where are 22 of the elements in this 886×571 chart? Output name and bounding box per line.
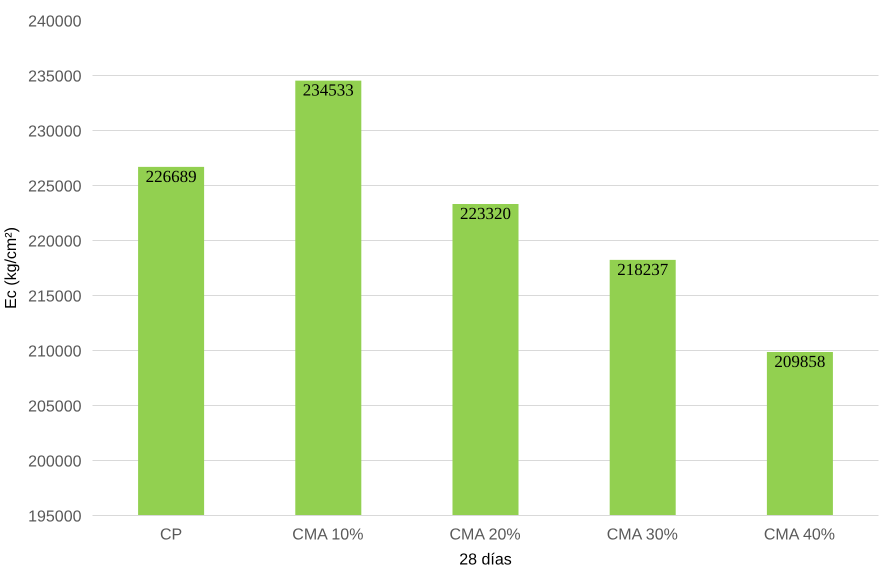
data-label: 223320 <box>460 204 511 223</box>
x-tick-label: CMA 40% <box>764 526 836 544</box>
x-tick-label: CP <box>160 526 182 544</box>
data-label: 226689 <box>146 166 197 186</box>
y-tick-label: 200000 <box>28 454 82 470</box>
x-tick-label: CMA 30% <box>606 526 678 544</box>
y-tick-label: 235000 <box>28 68 82 86</box>
data-label: 234533 <box>302 80 354 100</box>
y-tick-label: 195000 <box>28 508 82 526</box>
y-tick-label: 210000 <box>28 344 82 360</box>
y-tick-label: 215000 <box>28 288 82 306</box>
y-tick-label: 220000 <box>28 234 82 250</box>
y-tick-label: 225000 <box>28 178 82 196</box>
y-tick-label: 230000 <box>28 124 82 140</box>
y-tick-label: 205000 <box>28 398 82 416</box>
x-axis-title: 28 días <box>459 552 512 568</box>
data-label: 209858 <box>774 352 826 372</box>
data-label: 218237 <box>617 260 669 279</box>
y-axis-title: Ec (kg/cm²) <box>3 227 20 309</box>
x-tick-label: CMA 10% <box>292 526 364 544</box>
x-tick-label: CMA 20% <box>449 526 521 544</box>
y-tick-label: 240000 <box>28 14 82 30</box>
